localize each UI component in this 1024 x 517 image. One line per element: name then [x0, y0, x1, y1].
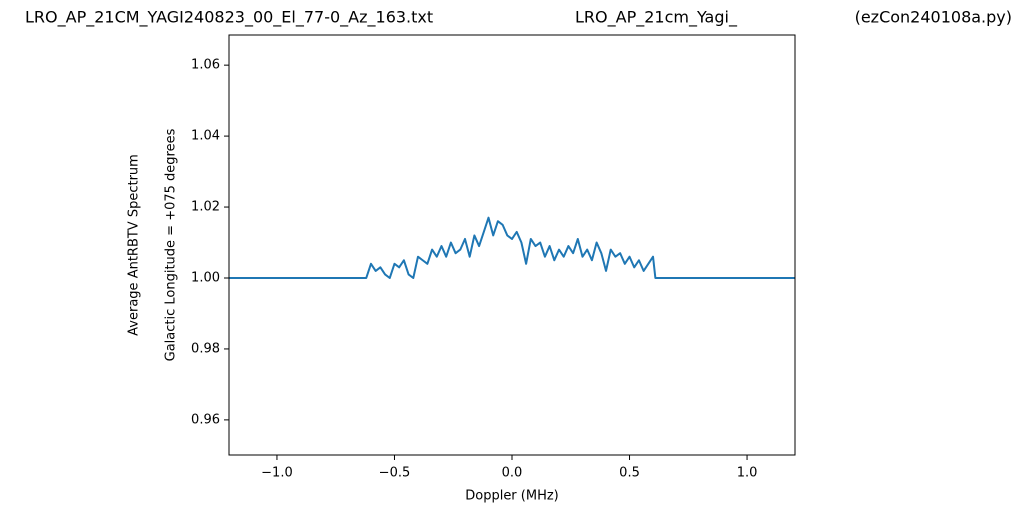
y-axis-label: Galactic Longitude = +075 degrees [164, 128, 179, 361]
chart-title: (ezCon240108a.py) [855, 8, 1012, 27]
y-tick-label: 1.04 [191, 129, 220, 144]
x-tick-label: 0.0 [502, 466, 523, 481]
data-line [229, 216, 795, 279]
x-tick-label: −0.5 [379, 466, 411, 481]
y-tick-label: 1.00 [191, 270, 220, 285]
plot-frame [228, 34, 796, 456]
chart-title: LRO_AP_21CM_YAGI240823_00_El_77-0_Az_163… [25, 8, 433, 28]
x-tick-label: 0.5 [619, 466, 640, 481]
x-axis-label: Doppler (MHz) [465, 489, 559, 504]
y-tick-label: 0.96 [191, 412, 220, 427]
x-tick-label: −1.0 [261, 466, 293, 481]
y-tick-label: 1.06 [191, 58, 220, 73]
y-axis-label: Average AntRBTV Spectrum [127, 154, 142, 336]
chart-title: LRO_AP_21cm_Yagi_ [575, 8, 738, 28]
y-tick-label: 1.02 [191, 200, 220, 215]
x-tick-label: 1.0 [737, 466, 758, 481]
y-tick-label: 0.98 [191, 341, 220, 356]
